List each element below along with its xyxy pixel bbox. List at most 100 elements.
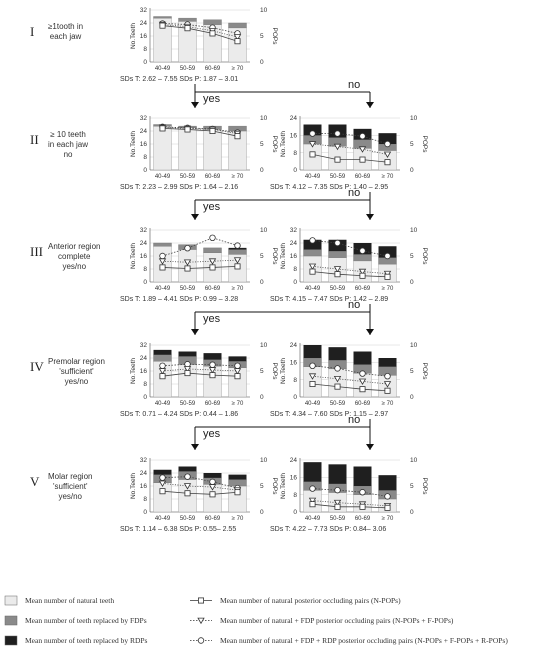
branch-yes-label-4: yes [203,428,221,440]
chart-r4-c2-point-fpops [308,373,317,380]
chart-r3-c1-ytick-left: 8 [143,266,147,273]
chart-r3-c2-line-npops [312,271,388,278]
chart-r4-c2-point-fpops [333,375,342,383]
chart-r2-c1-bar-natural [153,125,172,171]
chart-r4-c1-point-npops [184,370,191,377]
chart-r1-c1-ytick-left: 8 [143,46,147,53]
chart-r3-c2-point-fpops [308,263,317,271]
row-5-description-line: 'sufficient' [52,482,88,491]
chart-r2-c2-ylabel-right: POPs [421,136,428,154]
chart-r2-c2-line-fpops [312,143,388,155]
chart-r4-c2-xtick: 40-49 [305,401,321,407]
chart-r5-c1-ytick-left: 32 [140,457,148,464]
chart-r1-c1-ytick-right: 10 [260,7,268,14]
row-3-description-line: complete [58,252,91,261]
chart-r3-c1-ytick-left: 0 [143,279,147,286]
chart-r4-c1-point-npops [234,373,241,380]
chart-r4-c1-ylabel-left: No.Teeth [130,358,137,384]
chart-r5-c1-point-rpops [159,474,166,481]
chart-r1-c1-bar-fdp [203,19,222,25]
chart-r2-c2-point-npops [309,151,316,158]
chart-r2-c2-point-rpops [334,130,341,137]
chart-r2-c2-ytick-left: 16 [290,133,298,140]
chart-r3-c1-point-rpops [159,252,166,260]
chart-r5-c1-ytick-right: 0 [260,509,264,516]
row-3-numeral: III [30,244,43,259]
chart-r4-c2-xtick: 60-69 [355,401,371,407]
chart-r4-c2-point-fpops [383,381,392,388]
chart-r3-c2-point-npops [359,272,366,279]
chart-r5-c2-bar-rdp [378,475,397,491]
chart-r3-c2-ylabel-right: POPs [421,248,428,266]
chart-r5-c2-ylabel-right: POPs [421,478,428,496]
chart-r3-c2-xtick: 50-59 [330,286,346,292]
chart-r5-c1-point-fpops [158,480,167,488]
chart-r5-c1-ytick-right: 5 [260,483,264,490]
chart-r2-c1-xtick: 40-49 [155,174,171,180]
flow-yes-arrowhead-1 [191,102,199,108]
chart-r5-c1-sds: SDs T: 1.14 – 6.38 SDs P: 0.55– 2.55 [120,526,237,533]
row-4-numeral: IV [30,359,44,374]
chart-r3-c2-bar-fdp [353,254,372,262]
chart-r2-c2-point-fpops [358,146,367,153]
chart-r3-c1-point-fpops [158,258,167,265]
chart-r4-c1-point-fpops [208,367,217,374]
chart-r1-c1-line-fpops [162,24,238,38]
legend-swatch-rdp [4,635,18,646]
chart-r2-c2-ytick-left: 8 [293,150,297,157]
chart-r4-c1-point-npops [159,373,166,380]
chart-r4-c1-bar-rdp [153,349,172,355]
chart-r3-c1-point-fpops [183,259,192,266]
branch-yes-label-2: yes [203,201,221,213]
legend-swatch-natural [4,595,18,606]
chart-r3-c2-sds: SDs T: 4.15 – 7.47 SDs P: 1.42 – 2.89 [270,296,389,303]
chart-r3-c2-point-npops [384,273,391,280]
chart-r5-c2-point-rpops [384,493,391,500]
chart-r2-c2-line-rpops [312,133,388,145]
chart-r2-c1-point-npops [209,127,216,134]
chart-r5-c1-line-fpops [162,483,238,491]
chart-r4-c2-ytick-right: 0 [410,394,414,401]
chart-r3-c1-bar-fdp [228,249,247,255]
chart-r4-c1-ytick-right: 0 [260,394,264,401]
chart-r1-c1-ytick-right: 5 [260,33,264,40]
chart-r1-c1-ylabel-right: POPs [271,28,278,46]
chart-r2-c2-point-rpops [359,132,366,140]
chart-r3-c2-point-npops [334,271,341,278]
row-4-description-line: 'sufficient' [59,367,94,376]
row-1-description: ≥1tooth in each jaw [48,22,83,42]
chart-r1-c1-point-fpops [233,34,242,41]
chart-r4-c1-ytick-left: 0 [143,394,147,401]
chart-r2-c1-point-npops [159,125,166,132]
flow-yes-arrowhead-4 [191,444,199,450]
chart-r3-c1-ytick-right: 10 [260,227,268,234]
branch-yes-label-3: yes [203,313,221,325]
chart-r5-c2-ytick-right: 0 [410,509,414,516]
chart-r2-c2-xtick: 50-59 [330,174,346,180]
chart-r4-c1-point-npops [209,372,216,379]
chart-r5-c1-point-fpops [183,483,192,490]
chart-r5-c2-point-npops [309,501,316,508]
chart-r4-c2-bar-rdp [378,358,397,367]
chart-r2-c1-line-fpops [162,126,238,134]
chart-r4-c2-point-rpops [309,362,316,369]
chart-r2-c1-bar-natural [203,129,222,171]
chart-r5-c1-point-rpops [209,478,216,486]
chart-r3-c1-ytick-left: 16 [140,253,148,260]
chart-r2-c2-point-npops [334,156,341,163]
chart-r2-c1-ylabel-left: No.Teeth [130,131,137,157]
chart-r5-c2-sds: SDs T: 4.22 – 7.73 SDs P: 0.84– 3.06 [270,526,387,533]
chart-r5-c2-point-rpops [334,486,341,494]
chart-r3-c1-line-fpops [162,259,238,263]
flow-no-arrowhead-4 [366,444,374,450]
chart-r5-c1-ytick-left: 16 [140,483,148,490]
chart-r3-c1-point-npops [184,265,191,272]
chart-r4-c1-point-fpops [233,368,242,375]
chart-r5-c1-ytick-left: 0 [143,509,147,516]
chart-r4-c2-point-fpops [358,378,367,386]
chart-r4-c2-bar-natural [328,368,347,398]
chart-r4-c2-point-npops [309,380,316,387]
chart-r2-c1-line-npops [162,128,238,137]
chart-r3-c1-sds: SDs T: 1.89 – 4.41 SDs P: 0.99 – 3.28 [120,296,239,303]
